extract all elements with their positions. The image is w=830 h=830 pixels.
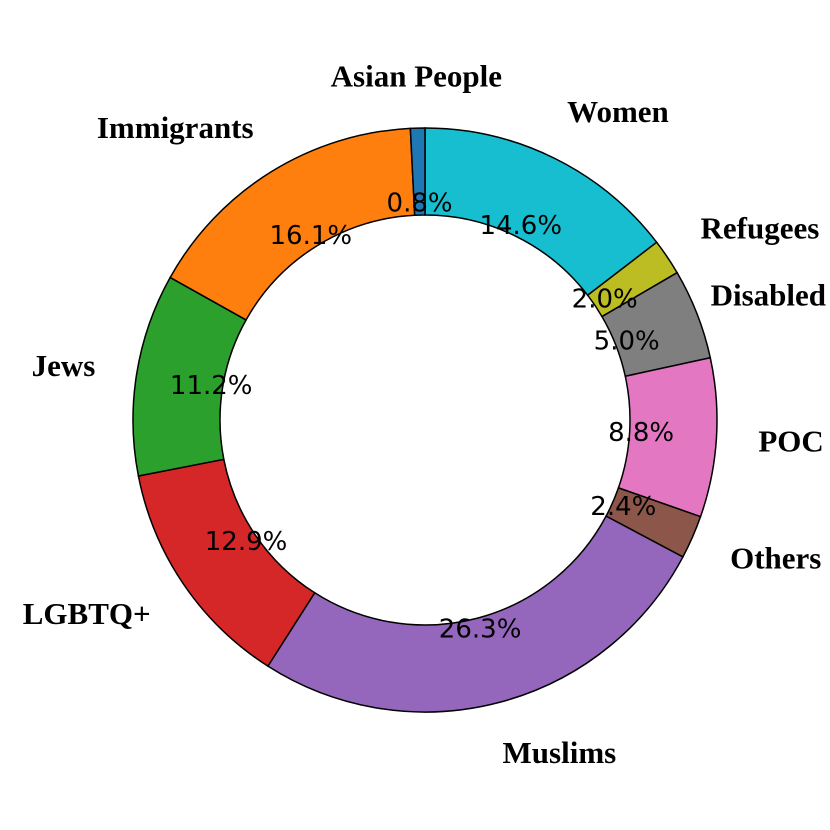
percentage-labels-layer: 14.6% 2.0% 5.0% 8.8% 2.4% 26.3% 12.9% 11.2% 16.1… <box>170 189 674 645</box>
category-label-poc: POC <box>758 424 823 459</box>
pct-label-poc: 8.8% <box>608 418 674 448</box>
pct-label-asian-people: 0.8% <box>387 189 453 219</box>
pct-label-jews: 11.2% <box>170 371 253 401</box>
slice-asian-people <box>409 127 426 217</box>
category-label-refugees: Refugees <box>701 211 820 246</box>
category-labels-layer: Women Refugees Disabled POC Others Muslims LGB… <box>23 59 826 771</box>
slice-lgbtq <box>137 458 316 668</box>
category-label-asian-people: Asian People <box>331 59 502 94</box>
pct-label-lgbtq: 12.9% <box>205 527 288 557</box>
pct-label-refugees: 2.0% <box>572 284 638 314</box>
pct-label-disabled: 5.0% <box>594 326 660 356</box>
category-label-lgbtq: LGBTQ+ <box>23 596 151 631</box>
category-label-muslims: Muslims <box>503 735 617 770</box>
category-label-immigrants: Immigrants <box>97 110 254 145</box>
category-label-women: Women <box>567 94 669 129</box>
category-label-disabled: Disabled <box>711 277 826 312</box>
category-label-others: Others <box>730 540 821 575</box>
pct-label-immigrants: 16.1% <box>270 221 353 251</box>
pct-label-others: 2.4% <box>590 492 656 522</box>
pct-label-women: 14.6% <box>479 211 562 241</box>
category-label-jews: Jews <box>32 348 96 383</box>
slice-muslims <box>266 515 684 713</box>
pct-label-muslims: 26.3% <box>439 614 522 644</box>
slices-layer <box>132 127 718 713</box>
